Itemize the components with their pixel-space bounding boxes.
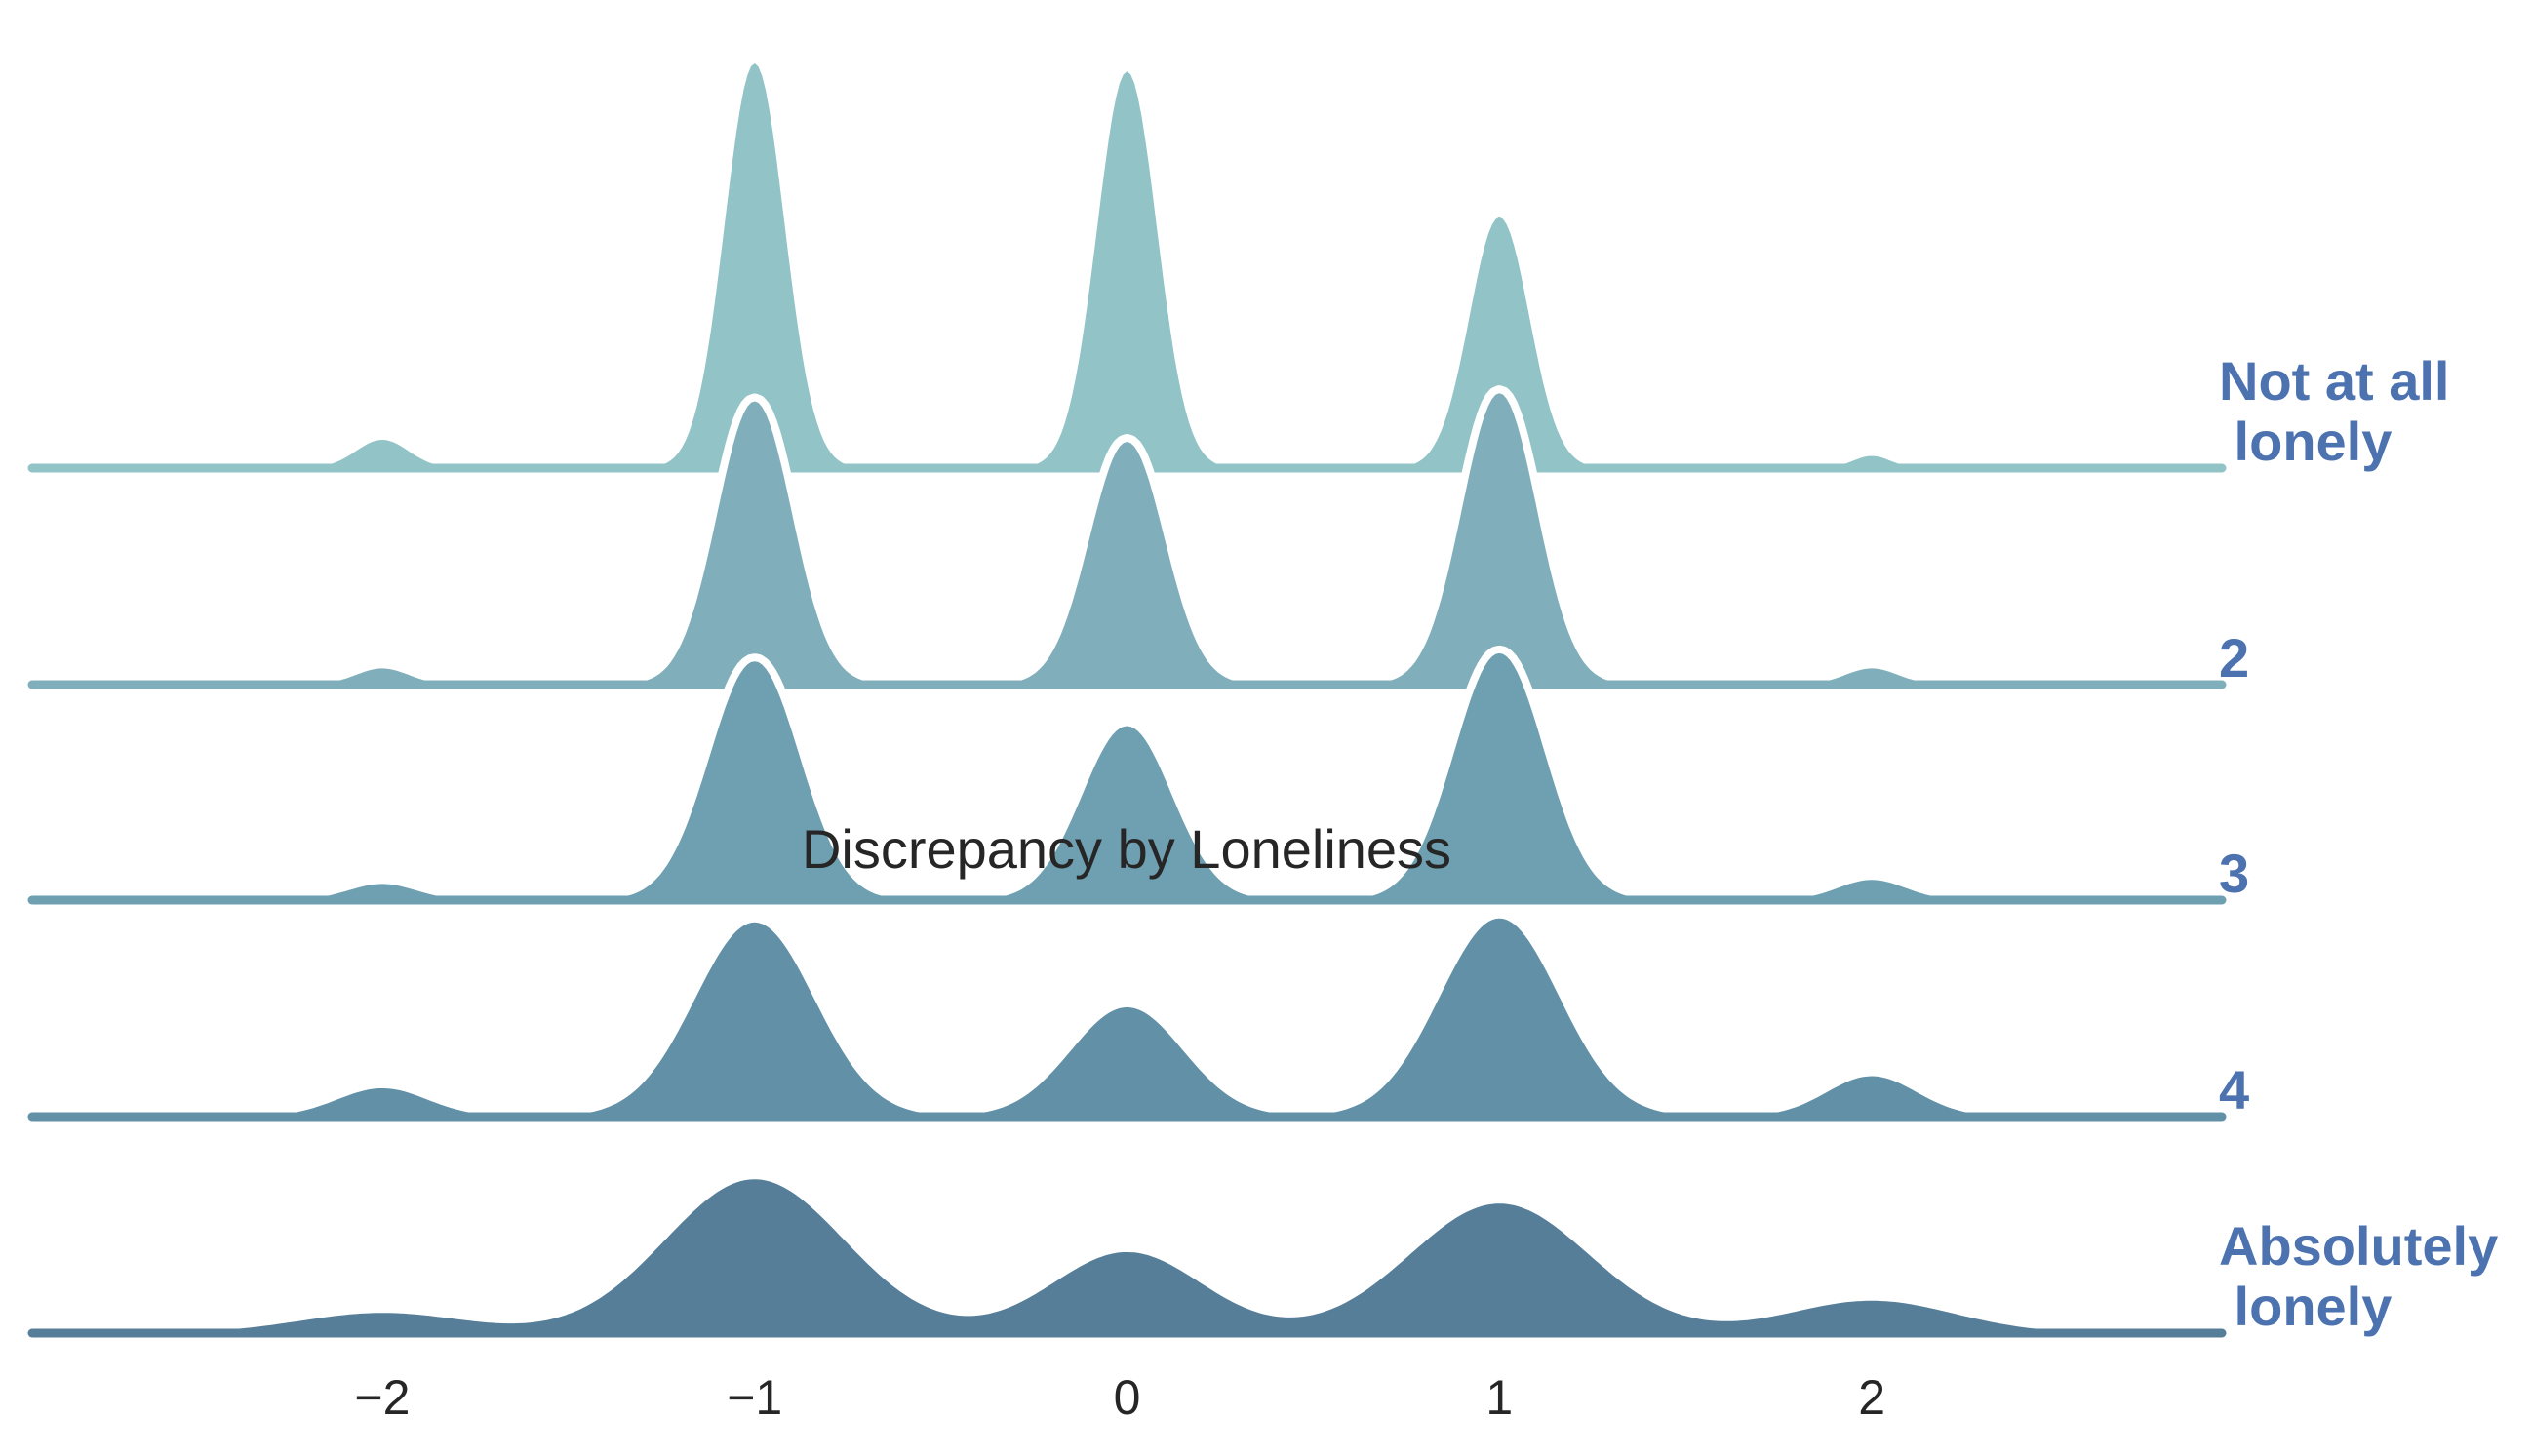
row-label-line: 2 [2219, 627, 2249, 689]
row-label-line: Not at all [2219, 350, 2449, 412]
row-label-line: Absolutely [2219, 1215, 2498, 1277]
row-label-line: 3 [2219, 843, 2249, 904]
row-label-5: Absolutely lonely [2219, 1215, 2498, 1337]
x-tick-label: 1 [1485, 1370, 1513, 1425]
ridge-series-3 [27, 645, 2227, 908]
x-axis-ticks: −2 −1 0 1 2 [354, 1370, 1885, 1425]
x-tick-label: −2 [354, 1370, 410, 1425]
row-label-4: 4 [2219, 1059, 2249, 1121]
ridge-series-2 [27, 385, 2227, 692]
ridge-area-3 [32, 652, 2222, 900]
row-label-3: 3 [2219, 843, 2249, 904]
ridge-area-5 [32, 1179, 2222, 1333]
x-tick-label: −1 [727, 1370, 782, 1425]
x-tick-label: 2 [1858, 1370, 1885, 1425]
ridge-series-1 [27, 56, 2227, 476]
row-label-line: lonely [2219, 1276, 2392, 1337]
row-label-line: lonely [2219, 411, 2392, 472]
row-label-2: 2 [2219, 627, 2249, 689]
row-label-1: Not at all lonely [2219, 350, 2449, 472]
x-tick-label: 0 [1114, 1370, 1141, 1425]
chart-title: Discrepancy by Loneliness [802, 818, 1451, 880]
row-labels: Not at all lonely 2 3 4 Absolutely lonely [2219, 350, 2498, 1337]
row-label-line: 4 [2219, 1059, 2249, 1121]
ridge-series-4 [27, 910, 2227, 1124]
ridge-area-2 [32, 393, 2222, 685]
ridge-series-5 [27, 1171, 2227, 1341]
ridge-area-1 [32, 63, 2222, 468]
ridges-layer [27, 56, 2227, 1341]
ridge-area-4 [32, 918, 2222, 1117]
